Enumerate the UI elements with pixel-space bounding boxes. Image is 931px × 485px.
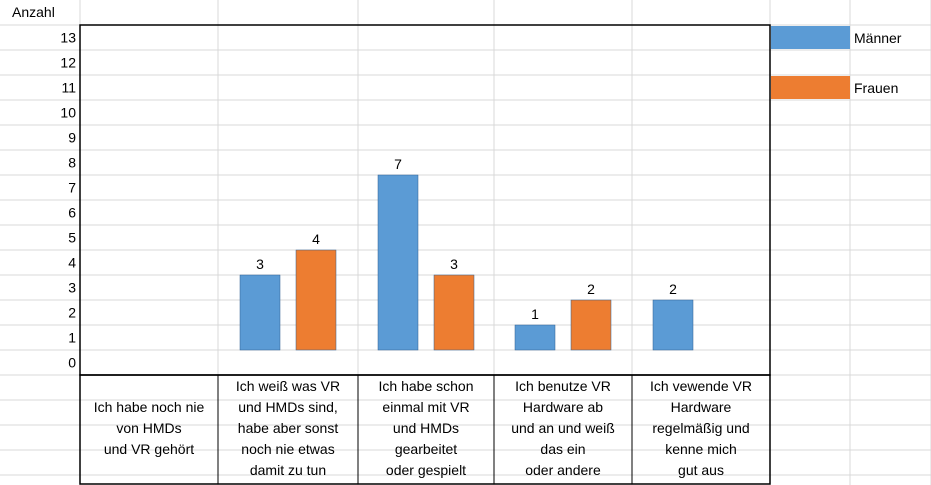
- bar-frauen: [570, 299, 612, 351]
- x-tick-label-line: oder gespielt: [386, 462, 466, 478]
- legend: Männer Frauen: [771, 26, 902, 99]
- bar-männer: [652, 299, 694, 351]
- x-tick-label-line: und HMDs: [393, 420, 459, 436]
- x-tick-label-line: Ich vewende VR: [650, 378, 752, 394]
- x-tick-label-line: regelmäßig und: [652, 420, 749, 436]
- legend-swatch-männer: [771, 26, 850, 49]
- x-tick-label-line: gearbeitet: [395, 441, 457, 457]
- x-tick-label-line: das ein: [540, 441, 585, 457]
- y-tick-label: 11: [61, 80, 76, 96]
- y-tick-label: 4: [68, 255, 76, 271]
- bars: 3 4 7 3 1 2 2: [239, 156, 694, 351]
- y-tick-label: 9: [68, 130, 76, 146]
- x-tick-label-line: noch nie etwas: [241, 441, 334, 457]
- x-tick-label-line: damit zu tun: [250, 462, 326, 478]
- x-tick-label-line: von HMDs: [116, 420, 181, 436]
- legend-label-frauen: Frauen: [854, 80, 898, 96]
- x-axis: Ich habe noch nie von HMDs und VR gehörtIc…: [94, 378, 752, 478]
- plot-area: [79, 24, 771, 485]
- data-label: 3: [256, 256, 264, 272]
- y-tick-label: 5: [68, 230, 76, 246]
- y-tick-label: 1: [68, 330, 76, 346]
- x-tick-label-line: Hardware ab: [523, 399, 603, 415]
- y-tick-label: 13: [60, 30, 76, 46]
- x-tick-label-line: kenne mich: [665, 441, 737, 457]
- legend-label-männer: Männer: [854, 30, 902, 46]
- legend-swatch-frauen: [771, 76, 850, 99]
- data-label: 2: [587, 281, 595, 297]
- bar-männer: [377, 174, 419, 351]
- y-tick-label: 10: [60, 105, 76, 121]
- y-tick-label: 6: [68, 205, 76, 221]
- y-tick-label: 7: [68, 180, 76, 196]
- x-tick-label: Ich benutze VR Hardware ab und an und weiß…: [511, 378, 615, 478]
- y-tick-label: 12: [60, 55, 76, 71]
- data-label: 4: [312, 231, 320, 247]
- bar-männer: [514, 324, 556, 351]
- x-tick-label-line: Ich habe noch nie: [94, 399, 205, 415]
- x-tick-label: Ich habe noch nie von HMDs und VR gehört: [94, 399, 205, 457]
- data-label: 3: [450, 256, 458, 272]
- x-tick-label: Ich weiß was VR und HMDs sind, habe aber s…: [236, 378, 340, 478]
- x-tick-label-line: Hardware: [671, 399, 732, 415]
- x-tick-label-line: Ich habe schon: [379, 378, 474, 394]
- y-tick-label: 8: [68, 155, 76, 171]
- data-label: 1: [531, 306, 539, 322]
- x-label-border: [79, 374, 771, 485]
- data-label: 2: [669, 281, 677, 297]
- x-tick-label: Ich habe schon einmal mit VR und HMDs gearb…: [379, 378, 474, 478]
- x-tick-label-line: Ich weiß was VR: [236, 378, 340, 394]
- data-label: 7: [394, 156, 402, 172]
- x-tick-label-line: oder andere: [525, 462, 601, 478]
- x-tick-label-line: und HMDs sind,: [238, 399, 338, 415]
- y-tick-label: 3: [68, 280, 76, 296]
- x-tick-label-line: gut aus: [678, 462, 724, 478]
- x-tick-label: Ich vewende VR Hardware regelmäßig und kenn…: [650, 378, 752, 478]
- x-tick-label-line: und an und weiß: [511, 420, 615, 436]
- x-tick-label-line: einmal mit VR: [382, 399, 469, 415]
- y-axis-label: Anzahl: [12, 4, 55, 20]
- bar-männer: [239, 274, 281, 351]
- y-tick-label: 2: [68, 305, 76, 321]
- x-tick-label-line: Ich benutze VR: [515, 378, 611, 394]
- bar-frauen: [433, 274, 475, 351]
- x-tick-label-line: habe aber sonst: [238, 420, 339, 436]
- x-tick-label-line: und VR gehört: [104, 441, 194, 457]
- bar-frauen: [295, 249, 337, 351]
- y-tick-label: 0: [68, 355, 76, 371]
